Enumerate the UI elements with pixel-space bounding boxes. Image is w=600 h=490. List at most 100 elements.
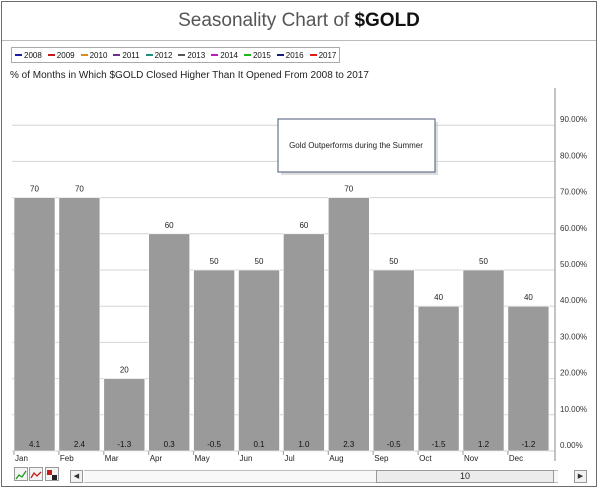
legend-label: 2014	[220, 50, 238, 60]
line-chart-icon[interactable]	[29, 467, 43, 481]
legend-label: 2010	[89, 50, 108, 60]
bar-value-label: 70	[75, 185, 84, 194]
seasonality-bar-chart: 0.00% 10.00% 20.00% 30.00% 40.00% 50.00% 60.00…	[12, 88, 587, 463]
bar-value-label: 60	[299, 221, 308, 230]
bar-aug	[327, 197, 370, 452]
y-tick-label: 80.00%	[560, 151, 587, 160]
bar-value-label: 50	[210, 257, 219, 266]
bar-jun	[238, 269, 280, 452]
bar-nov	[462, 269, 505, 452]
grid-toggle-icon[interactable]	[45, 467, 59, 481]
x-tick-label: Nov	[464, 454, 478, 463]
annotation-box	[277, 118, 436, 173]
avg-return-label: -1.3	[117, 440, 131, 449]
x-tick-label: May	[195, 454, 210, 463]
legend-label: 2016	[285, 50, 304, 60]
chart-type-icon[interactable]	[14, 467, 28, 481]
x-tick-label: Apr	[150, 454, 163, 463]
bar-value-label: 70	[344, 185, 353, 194]
bar-value-label: 60	[165, 221, 174, 230]
legend: 2008 2009 2010 2011 2012 2013 2014 2015 2016 2017	[11, 47, 341, 63]
avg-return-label: 0.1	[253, 440, 265, 449]
bar-value-label: 50	[255, 257, 264, 266]
title-symbol: $GOLD	[354, 10, 420, 31]
avg-return-label: -0.5	[207, 440, 221, 449]
bar-value-label: 40	[524, 293, 533, 302]
legend-item-2016[interactable]: 2016	[276, 50, 304, 60]
title-prefix: Seasonality Chart of	[178, 10, 355, 31]
legend-label: 2012	[154, 50, 173, 60]
legend-item-2009[interactable]: 2009	[47, 50, 75, 60]
x-tick-label: Oct	[419, 454, 432, 463]
avg-return-label: 1.0	[298, 440, 310, 449]
legend-item-2017[interactable]: 2017	[309, 50, 337, 60]
x-tick-label: Jul	[284, 454, 294, 463]
avg-return-label: 4.1	[29, 440, 41, 449]
avg-return-label: -1.5	[432, 440, 446, 449]
legend-label: 2008	[24, 50, 42, 60]
y-tick-label: 40.00%	[560, 296, 587, 305]
y-tick-label: 60.00%	[560, 224, 587, 233]
x-tick-label: Dec	[509, 454, 523, 463]
bar-jan	[13, 197, 56, 452]
legend-item-2011[interactable]: 2011	[113, 50, 140, 60]
x-tick-label: Mar	[105, 454, 119, 463]
legend-swatch	[47, 54, 55, 56]
legend-swatch	[178, 54, 186, 56]
y-tick-label: 20.00%	[560, 369, 587, 378]
avg-return-label: -1.2	[522, 440, 536, 449]
y-tick-label: 90.00%	[560, 115, 587, 124]
y-tick-label: 50.00%	[560, 260, 587, 269]
scroll-right-button[interactable]: ▶	[574, 470, 587, 483]
legend-swatch	[145, 54, 153, 56]
bar-sep	[372, 269, 415, 452]
legend-item-2014[interactable]: 2014	[211, 51, 238, 60]
legend-label: 2011	[122, 50, 140, 60]
bar-value-label: 50	[389, 257, 398, 266]
legend-swatch	[15, 54, 22, 56]
bar-value-label: 70	[30, 185, 39, 194]
bar-oct	[417, 305, 460, 452]
legend-label: 2015	[252, 50, 271, 60]
bar-dec	[507, 305, 550, 452]
bar-feb	[58, 197, 101, 452]
x-tick-label: Jun	[240, 454, 253, 463]
legend-swatch	[80, 54, 88, 56]
scroll-left-button[interactable]: ◀	[70, 470, 83, 483]
legend-label: 2013	[187, 50, 206, 60]
legend-label: 2017	[318, 50, 337, 60]
legend-item-2015[interactable]: 2015	[243, 50, 271, 60]
avg-return-label: 0.3	[164, 440, 176, 449]
legend-item-2012[interactable]: 2012	[145, 50, 173, 60]
bar-jul	[283, 233, 325, 452]
legend-item-2008[interactable]: 2008	[15, 51, 42, 60]
legend-swatch	[276, 54, 284, 56]
legend-item-2013[interactable]: 2013	[178, 51, 205, 60]
legend-label: 2009	[56, 50, 75, 60]
bar-apr	[148, 233, 190, 452]
scroll-thumb[interactable]: 10	[376, 470, 554, 483]
x-tick-label: Jan	[15, 454, 28, 463]
avg-return-label: 2.3	[343, 440, 355, 449]
bar-value-label: 20	[120, 366, 129, 375]
bar-may	[193, 269, 235, 452]
x-tick-label: Feb	[60, 454, 74, 463]
legend-swatch	[243, 54, 251, 56]
legend-swatch	[113, 54, 121, 56]
legend-item-2010[interactable]: 2010	[80, 50, 108, 60]
avg-return-label: -0.5	[387, 440, 401, 449]
legend-swatch	[211, 54, 219, 56]
avg-return-label: 1.2	[478, 440, 490, 449]
chart-title: Seasonality Chart of $GOLD	[2, 2, 596, 40]
bar-value-label: 40	[434, 293, 443, 302]
x-tick-label: Sep	[374, 454, 389, 463]
bar-value-label: 50	[479, 257, 488, 266]
y-tick-label: 70.00%	[560, 188, 587, 197]
x-tick-label: Aug	[329, 454, 343, 463]
title-divider	[2, 40, 596, 41]
annotation-text: Gold Outperforms during the Summer	[289, 141, 423, 150]
y-tick-label: 10.00%	[560, 405, 587, 414]
y-tick-label: 0.00%	[560, 441, 583, 450]
bar-mar	[103, 378, 146, 452]
chart-subtitle: % of Months in Which $GOLD Closed Higher…	[10, 70, 369, 81]
